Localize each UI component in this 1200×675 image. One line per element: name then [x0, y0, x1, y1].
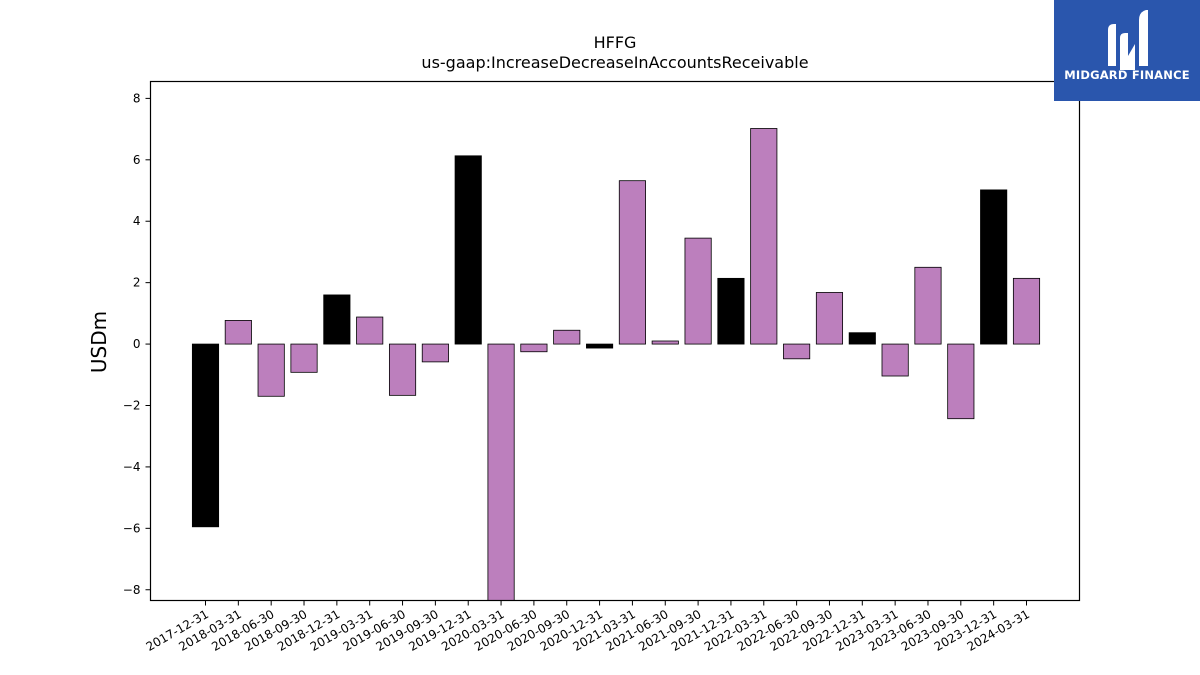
y-tick-label: −6: [123, 521, 141, 535]
bar-2017-12-31: [191, 343, 220, 528]
bar-2020-12-31: [586, 343, 614, 349]
bar-2021-09-30: [684, 237, 712, 345]
bar-2020-09-30: [553, 329, 581, 345]
y-tick-label: 0: [133, 337, 141, 351]
bar-2019-03-31: [356, 316, 384, 345]
logo-text: MIDGARD FINANCE: [1064, 68, 1190, 82]
bar-2021-03-31: [618, 180, 646, 345]
bar-2022-03-31: [750, 128, 778, 345]
bar-2022-09-30: [815, 292, 844, 345]
bar-2024-03-31: [1012, 277, 1041, 345]
bar-2022-06-30: [783, 343, 811, 360]
bar-2023-09-30: [947, 343, 975, 420]
bar-2018-06-30: [257, 343, 285, 397]
midgard-finance-logo: MIDGARD FINANCE: [1054, 0, 1200, 101]
bar-2018-03-31: [224, 320, 252, 345]
y-axis-label: USDm: [87, 311, 111, 373]
y-tick-label: 4: [133, 214, 141, 228]
x-axis: 2017-12-312018-03-312018-06-302018-09-30…: [144, 600, 1032, 654]
midgard-logo-icon: [1108, 10, 1148, 70]
bar-2021-06-30: [651, 340, 679, 345]
bar-2020-03-31: [487, 343, 515, 601]
y-tick-label: −8: [123, 583, 141, 597]
bar-2019-06-30: [388, 343, 417, 396]
plot-frame: [149, 80, 1081, 602]
y-tick-label: −2: [123, 398, 141, 412]
y-tick-label: −4: [123, 460, 141, 474]
y-tick-label: 6: [133, 153, 141, 167]
bar-2020-06-30: [520, 343, 548, 353]
chart-subtitle: us-gaap:IncreaseDecreaseInAccountsReceiv…: [421, 53, 808, 72]
bar-2018-12-31: [323, 294, 351, 345]
chart-title: HFFG: [594, 33, 637, 52]
bar-2018-09-30: [290, 343, 318, 373]
y-tick-label: 2: [133, 276, 141, 290]
bar-2019-12-31: [454, 155, 482, 345]
bar-2023-06-30: [914, 266, 942, 345]
bar-2023-03-31: [881, 343, 909, 377]
y-axis: 8 6 4 2 0 −2 −4 −6 −8: [123, 91, 151, 597]
bar-2022-12-31: [848, 332, 876, 345]
bar-2023-12-31: [980, 189, 1008, 345]
bar-2019-09-30: [421, 343, 449, 363]
y-tick-label: 8: [133, 91, 141, 105]
bar-2021-12-31: [717, 277, 745, 345]
bars-group: [191, 128, 1041, 601]
